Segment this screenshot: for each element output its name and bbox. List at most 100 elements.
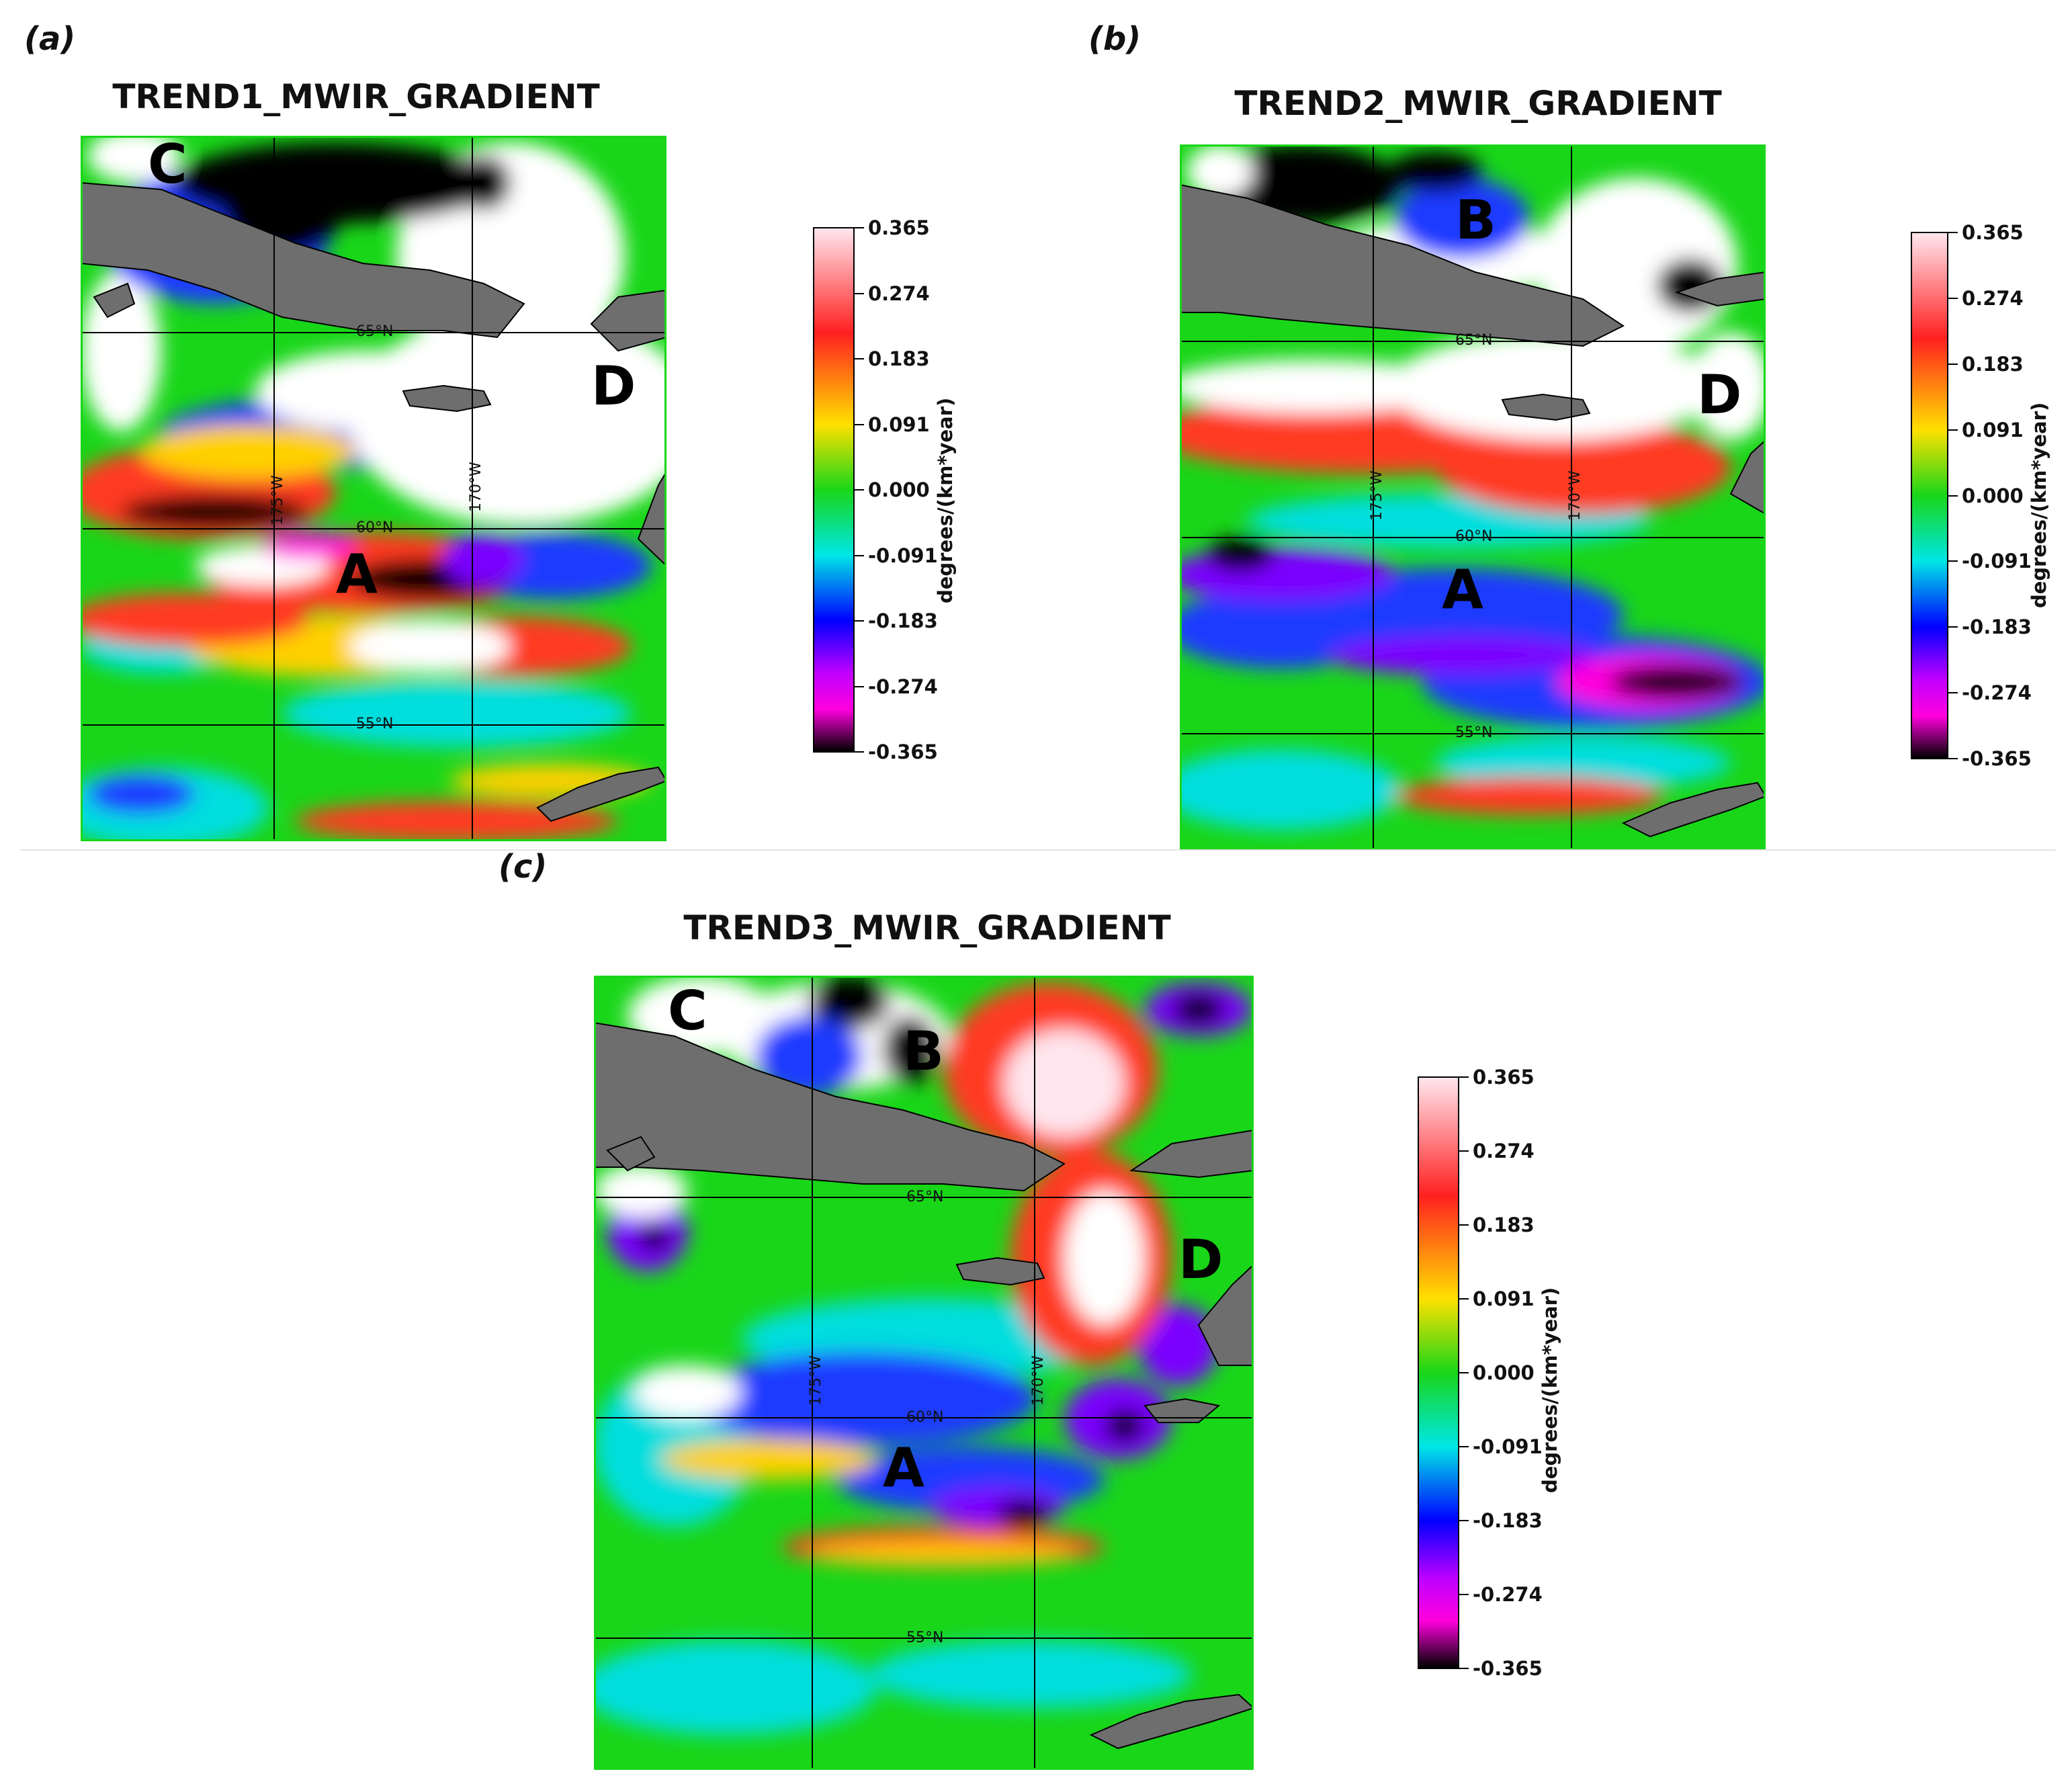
panel-c-colorbar-tick: [1459, 1076, 1469, 1078]
panel-a-letter: (a): [24, 20, 76, 58]
panel-c-colorbar-tick-label: 0.000: [1473, 1361, 1535, 1384]
panel-b-lat-60-label: 60°N: [1455, 528, 1492, 545]
panel-b-colorbar-tick: [1948, 692, 1958, 694]
panel-b-colorbar-tick: [1948, 495, 1958, 497]
panel-b-colorbar-tick: [1948, 560, 1958, 562]
panel-c-colorbar-unit: degrees/(km*year): [1539, 1287, 1561, 1493]
panel-c-colorbar: 0.365 0.274 0.183 0.091 0.000 -0.091 -0.183 -0.…: [1418, 1066, 1592, 1680]
panel-c-colorbar-tick-label: -0.183: [1473, 1509, 1543, 1532]
panel-a-lat-65-label: 65°N: [356, 323, 393, 340]
panel-a-lat-55-label: 55°N: [356, 716, 393, 732]
panel-a-colorbar-tick-label: -0.091: [868, 544, 938, 567]
panel-a-colorbar-tick: [855, 423, 864, 425]
panel-c-colorbar-tick: [1459, 1668, 1469, 1669]
panel-a-landmass-east: [637, 470, 666, 567]
panel-b-region-d: D: [1697, 364, 1741, 426]
panel-c-map: 65°N 60°N 55°N 175°W 170°W C B D A: [594, 976, 1254, 1770]
panel-b-colorbar: 0.365 0.274 0.183 0.091 0.000 -0.091 -0.183 -0.…: [1911, 221, 2072, 770]
panel-c-island-chain: [1089, 1693, 1254, 1750]
panel-b-island-stlawrence: [1501, 393, 1591, 421]
panel-a-colorbar-tick: [855, 292, 864, 294]
panel-b-colorbar-tick: [1948, 626, 1958, 628]
panel-c-frame: [594, 976, 1254, 1770]
panel-divider: [20, 849, 2056, 851]
panel-a-colorbar-tick: [855, 751, 864, 753]
panel-b-region-a: A: [1442, 558, 1483, 621]
panel-c-colorbar-tick-label: 0.091: [1473, 1287, 1535, 1310]
panel-a-colorbar-tick: [855, 358, 864, 359]
panel-a-colorbar-unit: degrees/(km*year): [934, 397, 957, 603]
panel-a-graticule: [81, 136, 666, 841]
panel-a-region-a: A: [336, 543, 378, 605]
panel-a-colorbar: 0.365 0.274 0.183 0.091 0.000 -0.091 -0.183 -0.…: [813, 216, 988, 763]
panel-c-colorbar-tick-label: 0.365: [1473, 1066, 1535, 1089]
panel-a-region-c: C: [148, 136, 187, 196]
panel-b-colorbar-tick: [1948, 232, 1958, 233]
panel-b-colorbar-tick: [1948, 758, 1958, 759]
panel-b-graticule: [1180, 144, 1766, 850]
panel-c-colorbar-tick-label: 0.274: [1473, 1140, 1535, 1162]
panel-a-map: 65°N 60°N 55°N 175°W 170°W C D A: [81, 136, 666, 841]
panel-a-landmass-northeast: [590, 289, 666, 352]
panel-c-colorbar-tick: [1459, 1224, 1469, 1226]
panel-c-lat-60-label: 60°N: [906, 1409, 943, 1426]
panel-b-colorbar-tick-label: -0.091: [1962, 550, 2032, 573]
panel-a-colorbar-tick: [855, 620, 864, 622]
panel-c-island-stlawrence: [955, 1257, 1045, 1286]
panel-c-island-west: [606, 1136, 656, 1172]
panel-a-colorbar-tick: [855, 227, 864, 228]
panel-c-region-c: C: [668, 980, 707, 1042]
panel-c-lon-170-label: 170°W: [1030, 1355, 1047, 1406]
panel-b-colorbar-tick-label: 0.365: [1962, 221, 2024, 244]
panel-b-map: 65°N 60°N 55°N 175°W 170°W B D A: [1180, 144, 1766, 850]
panel-a-colorbar-scale: [813, 227, 855, 753]
panel-b-colorbar-tick-label: -0.274: [1962, 681, 2032, 705]
panel-a-island-west: [93, 282, 136, 318]
panel-b-colorbar-tick-label: -0.365: [1962, 747, 2032, 770]
panel-b-letter: (b): [1088, 20, 1141, 58]
panel-b-lon-175-label: 175°W: [1369, 470, 1385, 521]
panel-b-lat-65-label: 65°N: [1455, 332, 1492, 349]
panel-b-colorbar-tick: [1948, 363, 1958, 365]
panel-a-colorbar-tick: [855, 554, 864, 556]
panel-c-lat-65-label: 65°N: [906, 1189, 943, 1205]
panel-a-frame: [81, 136, 666, 841]
panel-c-letter: (c): [499, 848, 548, 886]
panel-a-colorbar-tick-label: -0.365: [868, 740, 938, 763]
panel-b-landmass-north: [1180, 183, 1625, 347]
panel-b-colorbar-tick-label: 0.091: [1962, 418, 2024, 441]
panel-b-colorbar-tick-label: 0.000: [1962, 484, 2024, 507]
panel-c-colorbar-tick: [1459, 1594, 1469, 1595]
panel-b-island-chain: [1621, 781, 1766, 838]
panel-b-lon-170-label: 170°W: [1567, 470, 1584, 521]
panel-c-colorbar-tick: [1459, 1446, 1469, 1447]
panel-c-gradient-field: [594, 976, 1252, 1735]
panel-b-colorbar-tick: [1948, 429, 1958, 431]
panel-c-landmass-north: [594, 1021, 1066, 1192]
panel-b-colorbar-tick-label: 0.183: [1962, 352, 2024, 376]
panel-a-island-chain: [536, 766, 666, 822]
panel-b-colorbar-tick-label: -0.183: [1962, 615, 2032, 639]
panel-a-region-d: D: [591, 355, 636, 417]
panel-c-colorbar-tick-label: 0.183: [1473, 1214, 1535, 1236]
panel-b-landmass-east: [1729, 439, 1766, 515]
panel-c-colorbar-tick: [1459, 1150, 1469, 1152]
panel-a-colorbar-tick-label: -0.183: [868, 609, 938, 632]
panel-c-colorbar-scale: [1418, 1076, 1459, 1669]
panel-a-landmass-north: [81, 181, 525, 339]
panel-a-title: TREND1_MWIR_GRADIENT: [112, 77, 600, 116]
panel-b-colorbar-tick-label: 0.274: [1962, 286, 2024, 310]
panel-a-colorbar-tick: [855, 685, 864, 687]
panel-a-lon-175-label: 175°W: [269, 475, 286, 525]
panel-c-island-east: [1143, 1398, 1221, 1423]
panel-b-colorbar-scale: [1911, 232, 1948, 759]
panel-c-colorbar-tick: [1459, 1298, 1469, 1300]
panel-a-colorbar-tick-label: 0.183: [868, 347, 930, 370]
panel-a-colorbar-tick-label: -0.274: [868, 675, 938, 698]
panel-b-lat-55-label: 55°N: [1455, 724, 1492, 741]
panel-c-region-b: B: [903, 1020, 944, 1082]
panel-a-colorbar-tick-label: 0.091: [868, 413, 930, 436]
panel-a-island-stlawrence: [402, 384, 492, 413]
panel-a-colorbar-tick-label: 0.000: [868, 478, 930, 501]
panel-b-colorbar-tick: [1948, 297, 1958, 299]
